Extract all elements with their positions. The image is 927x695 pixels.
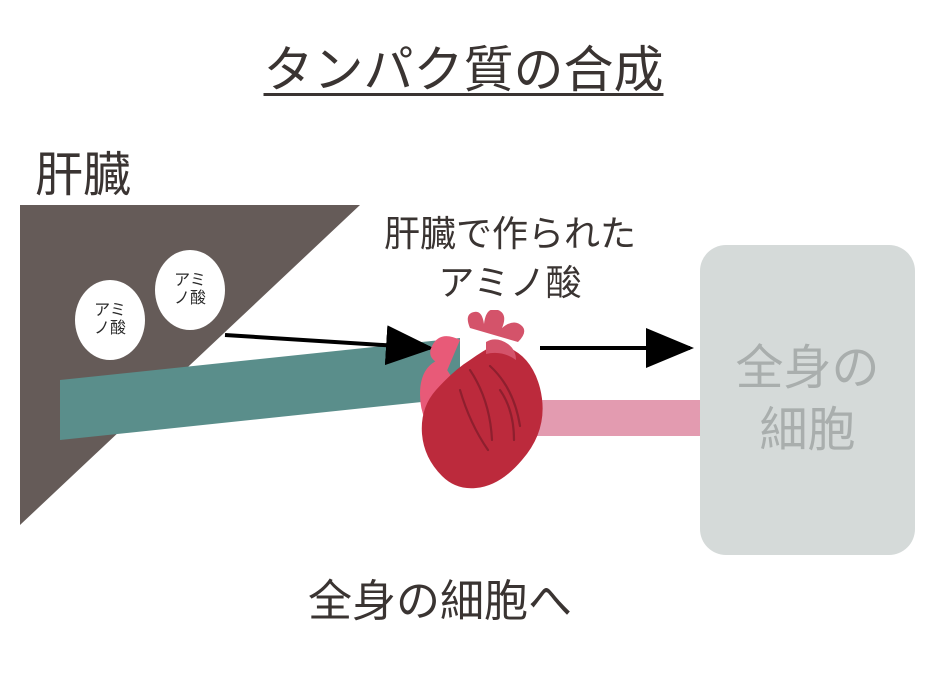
heart-icon <box>400 310 560 500</box>
bottom-caption: 全身の細胞へ <box>230 565 650 629</box>
diagram-stage: タンパク質の合成 肝臓 全身の 細胞 アミ ノ酸 アミ ノ酸 肝臓で作られた ア… <box>0 0 927 695</box>
